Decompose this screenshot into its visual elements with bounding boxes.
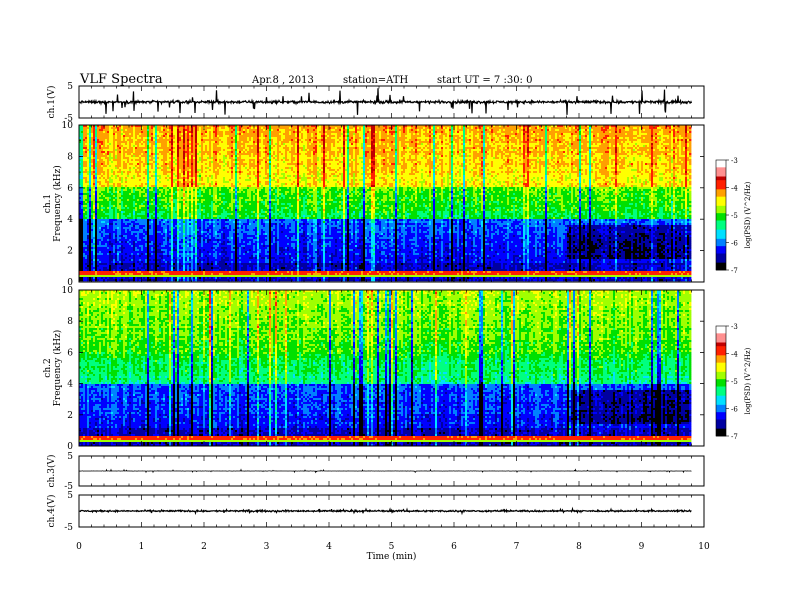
ytick-label: 8 [67,152,73,162]
xtick-label: 10 [698,542,710,552]
ytick-label: 0 [67,442,73,452]
ytick-label: 5 [67,82,73,92]
ytick-label: 8 [67,317,73,327]
colorbar-tick-label: -7 [731,433,738,441]
channel-label: ch.2 [43,358,53,377]
colorbar-tick-label: -7 [731,267,738,275]
ytick-label: 4 [67,215,73,225]
xtick-label: 4 [326,542,332,552]
spectrogram-ch2 [79,290,691,446]
xtick-label: 2 [201,542,207,552]
channel-label: ch.1 [43,194,53,213]
colorbar-tick-label: -4 [731,351,738,359]
voltage-axis-label: ch.1(V) [46,86,57,119]
colorbar-tick-label: -6 [731,406,738,414]
frequency-axis-label: Frequency (kHz) [52,165,63,242]
ytick-label: 10 [62,121,74,131]
xtick-label: 1 [139,542,145,552]
colorbar-label: log(PSD) (V^2/Hz) [744,347,752,414]
trace-ch4v [79,509,692,513]
ytick-label: 5 [67,452,73,462]
colorbar-tick-label: -5 [731,378,738,386]
colorbar [716,160,726,270]
voltage-axis-label: ch.4(V) [46,495,57,528]
xtick-label: 6 [451,542,457,552]
xtick-label: 7 [514,542,520,552]
colorbar-tick-label: -5 [731,212,738,220]
spectrogram-images [79,125,726,446]
xtick-label: 3 [264,542,270,552]
xtick-label: 5 [389,542,395,552]
colorbar-tick-label: -6 [731,240,738,248]
ytick-label: 4 [67,380,73,390]
ytick-label: 2 [67,411,73,421]
colorbar-tick-label: -4 [731,185,738,193]
ytick-label: 6 [67,348,73,358]
time-axis-label: Time (min) [367,551,417,562]
ytick-label: 2 [67,247,73,257]
voltage-axis-label: ch.3(V) [46,455,57,488]
colorbar-label: log(PSD) (V^2/Hz) [744,181,752,248]
colorbar-tick-label: -3 [731,323,738,331]
ytick-label: -5 [64,523,73,533]
trace-ch3v [79,470,692,473]
xtick-label: 9 [639,542,645,552]
ytick-label: 10 [62,286,74,296]
frequency-axis-label: Frequency (kHz) [52,330,63,407]
ytick-label: 6 [67,184,73,194]
spectrogram-ch1 [79,125,691,281]
trace-ch1v [79,88,692,115]
ytick-label: 5 [67,491,73,501]
colorbar-tick-label: -3 [731,157,738,165]
colorbar [716,326,726,436]
xtick-label: 8 [576,542,582,552]
xtick-label: 0 [76,542,82,552]
